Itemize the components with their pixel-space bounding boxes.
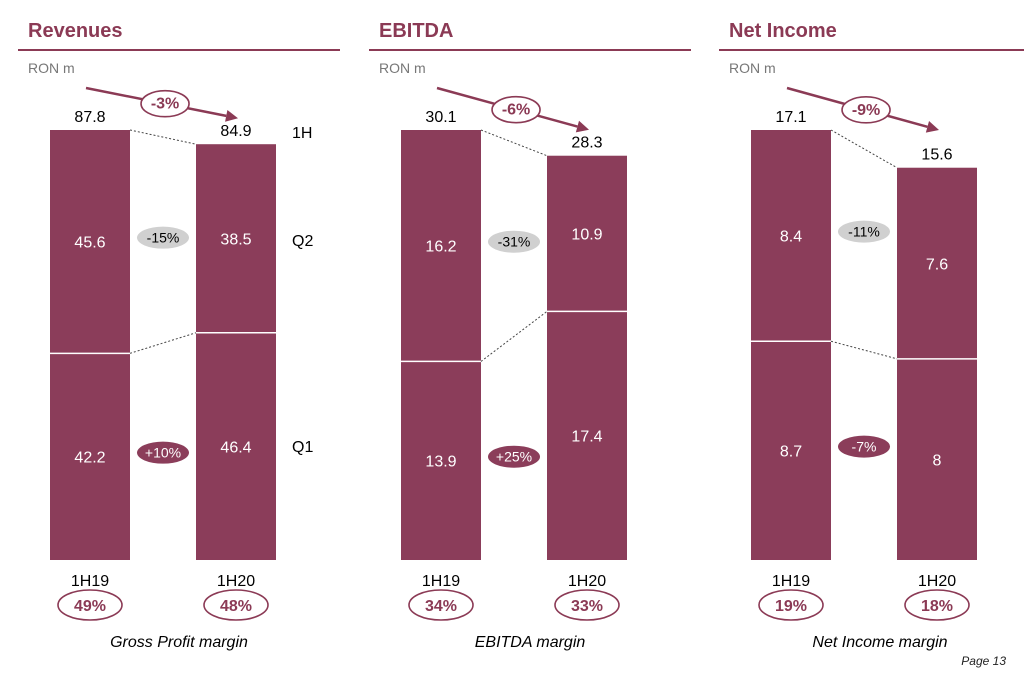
quarter-label-q2: Q2 <box>292 233 314 250</box>
q2-value-label: 45.6 <box>74 235 105 252</box>
q1-value-label: 8 <box>933 452 942 469</box>
total-value-label: 87.8 <box>74 109 105 126</box>
q2-change-label: -31% <box>498 234 531 250</box>
q1-change-pill <box>488 445 540 468</box>
q2-change-label: -11% <box>848 224 880 240</box>
total-value-label: 30.1 <box>425 109 456 126</box>
bar-q2 <box>196 144 276 333</box>
q1-value-label: 13.9 <box>425 454 456 471</box>
margin-value: 19% <box>775 598 807 615</box>
ebitda-chart: 13.9 16.2 30.1 1H19 34% 17.4 10.9 28.3 1H20 33% -3… <box>401 86 627 621</box>
margin-ellipse <box>554 589 620 621</box>
connector-split <box>480 311 548 362</box>
category-label: 1H19 <box>772 573 810 590</box>
q1-change-label: -7% <box>852 439 877 455</box>
q1-change-pill <box>137 441 189 464</box>
arrow-head <box>225 109 238 122</box>
connector-split <box>129 332 197 354</box>
margin-ellipse <box>203 589 269 621</box>
margin-value: 48% <box>220 598 252 615</box>
bar-q2 <box>751 130 831 342</box>
title-divider <box>369 49 691 51</box>
q2-value-label: 38.5 <box>220 231 251 248</box>
q1-change-pill <box>838 435 890 458</box>
margin-value: 34% <box>425 598 457 615</box>
margin-ellipse <box>904 589 970 621</box>
connector-total <box>480 129 548 157</box>
margin-ellipse <box>758 589 824 621</box>
arrow-head <box>575 120 589 133</box>
unit-label: RON m <box>379 60 426 76</box>
arrow-head <box>925 121 939 133</box>
bar-q1 <box>196 332 276 560</box>
panel-title: Net Income <box>729 20 837 42</box>
category-label: 1H20 <box>217 573 255 590</box>
bar-q2 <box>50 130 130 354</box>
net-income-panel: Net Income RON m 8.7 8.4 17.1 1H19 19% 8 7.6 15… <box>719 0 1024 676</box>
revenues-chart: 42.2 45.6 87.8 1H19 49% 46.4 38.5 84.9 1H20 48% -1… <box>50 86 276 621</box>
net-income-chart: 8.7 8.4 17.1 1H19 19% 8 7.6 15.6 1H20 18% -11% -7% -… <box>751 86 977 621</box>
page-number: Page 13 <box>961 654 1006 668</box>
q2-value-label: 7.6 <box>926 256 948 273</box>
margin-caption: EBITDA margin <box>474 634 586 651</box>
panel-title: EBITDA <box>379 20 454 42</box>
title-divider <box>719 49 1024 51</box>
q1-value-label: 8.7 <box>780 444 802 461</box>
bar-q1 <box>401 361 481 560</box>
quarter-label-q1: Q1 <box>292 439 314 456</box>
margin-value: 18% <box>921 598 953 615</box>
total-value-label: 15.6 <box>921 147 952 164</box>
bar-q2 <box>897 167 977 359</box>
quarter-label-1h: 1H <box>292 125 313 142</box>
total-change-label: -3% <box>151 96 179 113</box>
q2-value-label: 10.9 <box>571 227 602 244</box>
margin-ellipse <box>408 589 474 621</box>
unit-label: RON m <box>28 60 75 76</box>
category-label: 1H19 <box>422 573 460 590</box>
title-divider <box>18 49 340 51</box>
bar-q1 <box>50 353 130 560</box>
q1-change-label: +25% <box>496 449 532 465</box>
q1-value-label: 42.2 <box>74 450 105 467</box>
bar-q1 <box>897 358 977 560</box>
q1-value-label: 46.4 <box>220 439 251 456</box>
connector-split <box>830 340 898 360</box>
category-label: 1H19 <box>71 573 109 590</box>
q2-change-pill <box>137 226 189 249</box>
unit-label: RON m <box>729 60 776 76</box>
bar-q2 <box>547 155 627 312</box>
q2-value-label: 8.4 <box>780 229 802 246</box>
total-change-pill <box>140 89 190 118</box>
q1-change-label: +10% <box>145 445 181 461</box>
margin-caption: Net Income margin <box>812 634 948 651</box>
total-value-label: 84.9 <box>220 123 251 140</box>
margin-ellipse <box>57 589 123 621</box>
panel-title: Revenues <box>28 20 123 42</box>
total-value-label: 28.3 <box>571 135 602 152</box>
total-change-pill <box>841 96 891 124</box>
q2-change-pill <box>488 230 540 253</box>
margin-caption: Gross Profit margin <box>110 634 248 651</box>
revenues-panel: Revenues RON m 42.2 45.6 87.8 1H19 49% 46.4 38… <box>18 0 340 676</box>
total-value-label: 17.1 <box>775 109 806 126</box>
total-change-label: -9% <box>852 102 880 119</box>
bar-q1 <box>547 311 627 560</box>
q2-value-label: 16.2 <box>425 239 456 256</box>
connector-total <box>129 129 197 145</box>
margin-value: 33% <box>571 598 603 615</box>
total-change-label: -6% <box>502 102 530 119</box>
q2-change-label: -15% <box>147 230 180 246</box>
q1-value-label: 17.4 <box>571 429 602 446</box>
ebitda-panel: EBITDA RON m 13.9 16.2 30.1 1H19 34% 17.4 10.9… <box>369 0 691 676</box>
category-label: 1H20 <box>568 573 606 590</box>
margin-value: 49% <box>74 598 106 615</box>
bar-q1 <box>751 341 831 560</box>
category-label: 1H20 <box>918 573 956 590</box>
total-change-pill <box>491 95 541 124</box>
connector-total <box>830 129 898 169</box>
bar-q2 <box>401 130 481 362</box>
q2-change-pill <box>838 220 890 243</box>
